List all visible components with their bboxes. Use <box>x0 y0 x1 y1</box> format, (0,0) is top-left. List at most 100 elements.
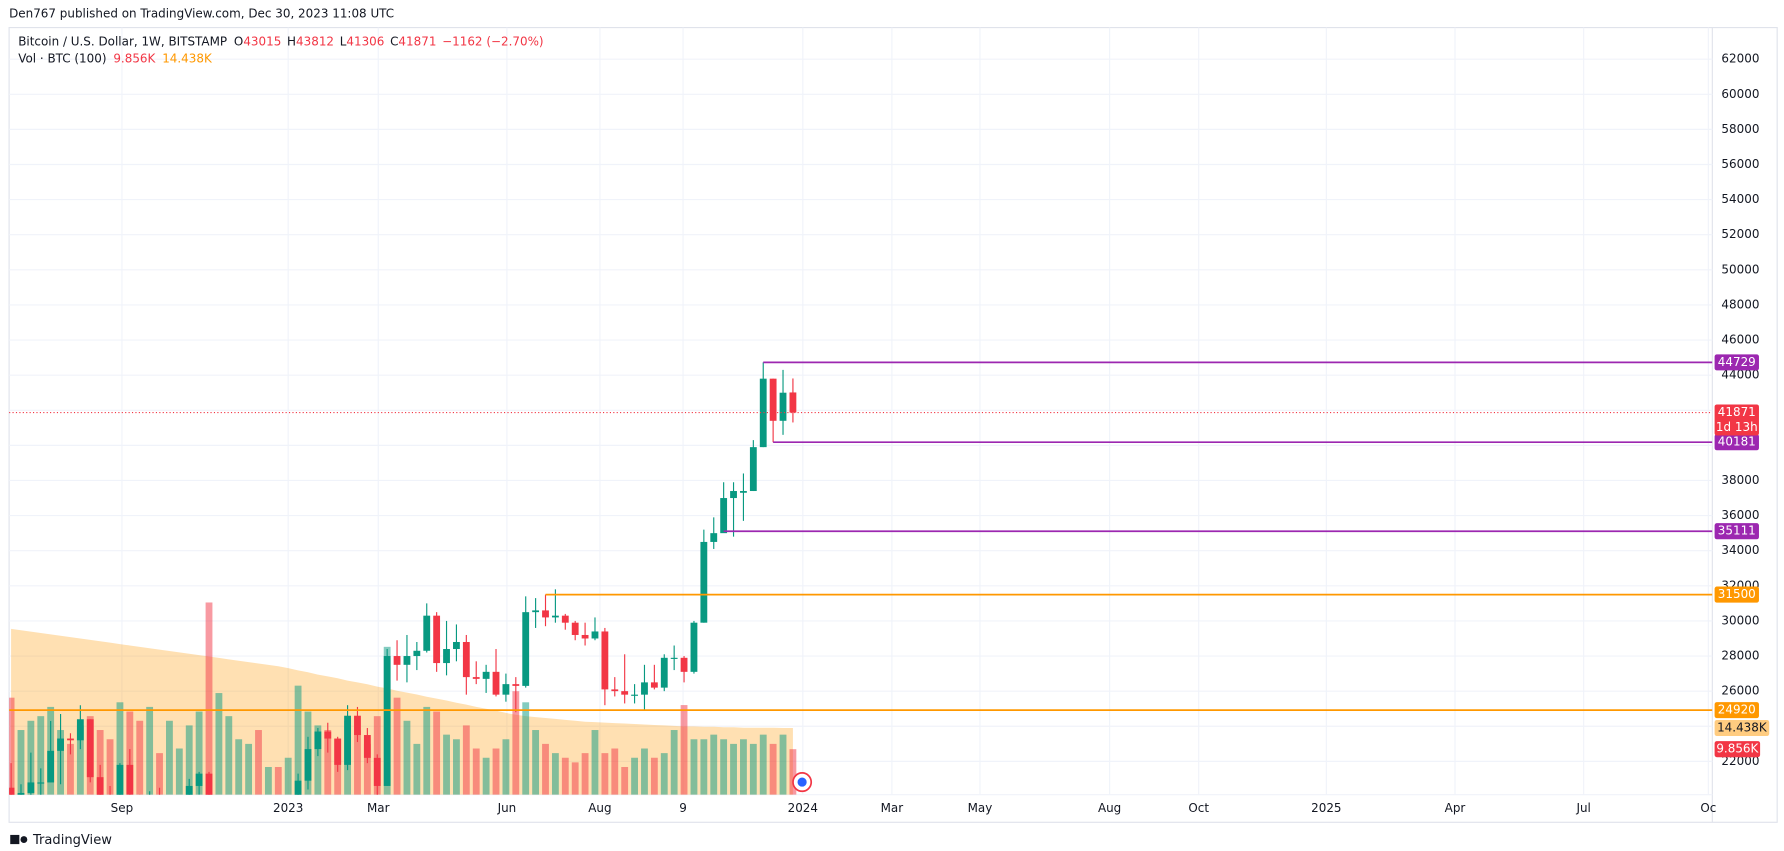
volume-bar <box>116 702 124 795</box>
volume-badge-label: 9.856K <box>1716 742 1759 756</box>
volume-bar <box>700 739 708 795</box>
candle-body <box>9 787 15 795</box>
volume-bar <box>641 748 648 795</box>
volume-bar <box>195 711 203 795</box>
y-tick-label: 48000 <box>1721 297 1759 311</box>
last-price-badge <box>1714 404 1759 436</box>
volume-bar <box>205 602 213 795</box>
ohlc-letter: L <box>340 34 347 48</box>
candle-body <box>700 541 708 623</box>
x-tick-label: Sep <box>111 801 134 815</box>
volume-bar <box>106 739 114 795</box>
volume-bar <box>591 730 599 795</box>
volume-bar <box>37 716 45 795</box>
candle-body <box>561 615 569 623</box>
volume-bar <box>443 734 450 795</box>
candle-body <box>57 738 64 751</box>
volume-bar <box>136 720 144 795</box>
level-badge <box>1714 354 1759 371</box>
volume-bar <box>749 743 757 795</box>
change: −1162 (−2.70%) <box>442 34 543 48</box>
y-tick-label: 28000 <box>1721 649 1759 663</box>
volume-bar <box>146 706 154 795</box>
y-tick-label: 26000 <box>1721 684 1759 698</box>
volume-bar <box>235 739 243 795</box>
volume-bar <box>522 702 530 795</box>
candle-body <box>383 656 391 786</box>
candle-body <box>17 792 25 795</box>
ohlc-value: 41871 <box>398 34 436 48</box>
volume-bar <box>96 730 104 795</box>
volume-bar <box>650 757 658 795</box>
volume-bar <box>779 734 787 795</box>
volume-bar <box>403 720 411 795</box>
brand: TradingView <box>32 833 112 848</box>
volume-bar <box>453 739 460 795</box>
volume-name: Vol · BTC (100) <box>18 51 106 65</box>
volume-bar <box>710 734 718 795</box>
candle-body <box>759 378 767 448</box>
level-badge-label: 44729 <box>1718 355 1756 369</box>
candle-body <box>482 671 490 679</box>
volume-ma-badge <box>1714 719 1770 737</box>
candle-body <box>294 780 302 795</box>
volume-bar <box>264 766 272 795</box>
volume-bar <box>363 743 371 795</box>
volume-bar <box>175 748 183 795</box>
volume-bar <box>67 743 74 795</box>
volume-bar <box>502 739 510 795</box>
candle-body <box>532 610 540 613</box>
x-tick-label: 2023 <box>273 801 303 815</box>
candle-body <box>690 622 698 672</box>
candle-body <box>324 731 332 739</box>
volume-bar <box>551 753 559 795</box>
volume-bar <box>690 739 698 795</box>
axes: 2200024000260002800030000320003400036000… <box>111 52 1770 815</box>
level-badge-label: 31500 <box>1718 587 1756 601</box>
candle-body <box>472 677 480 679</box>
y-tick-label: 34000 <box>1721 543 1759 557</box>
volume-bar <box>354 730 361 795</box>
candle-body <box>423 615 431 651</box>
candle-body <box>660 657 668 688</box>
ohlc-letter: O <box>234 34 243 48</box>
volume-bar <box>482 757 490 795</box>
x-tick-label: Mar <box>367 801 390 815</box>
volume-bar <box>740 739 747 795</box>
x-tick-label: 9 <box>679 801 687 815</box>
candle-body <box>363 735 371 758</box>
y-tick-label: 54000 <box>1721 192 1759 206</box>
candle-body <box>354 715 361 736</box>
volume-bar <box>294 685 302 795</box>
level-badge <box>1714 702 1759 719</box>
candle-body <box>769 378 777 421</box>
volume-bar <box>571 762 579 795</box>
candle-body <box>462 641 470 678</box>
volume-bar <box>156 753 163 795</box>
y-tick-label: 38000 <box>1721 473 1759 487</box>
volume-bar <box>621 766 629 795</box>
candle-body <box>373 757 381 786</box>
candle-body <box>749 447 757 492</box>
volume-bar <box>730 743 737 795</box>
brand-logo <box>10 834 28 845</box>
volume-bar <box>631 757 638 795</box>
countdown: 1d 13h <box>1716 420 1758 434</box>
candle-body <box>522 612 530 686</box>
x-tick-label: Oct <box>1188 801 1209 815</box>
candle-body <box>641 682 648 695</box>
volume-bar <box>215 693 223 795</box>
candle-body <box>185 785 193 795</box>
ohlc-value: 41306 <box>346 34 384 48</box>
candle-body <box>27 782 35 793</box>
candle-body <box>116 764 124 795</box>
x-tick-label: Oc <box>1700 801 1716 815</box>
y-tick-label: 50000 <box>1721 262 1759 276</box>
volume-bar <box>166 720 173 795</box>
volume-bar <box>225 716 233 795</box>
candle-body <box>314 731 322 750</box>
level-badge <box>1714 586 1759 603</box>
candle-body <box>413 650 421 657</box>
volume-bar <box>274 766 282 795</box>
